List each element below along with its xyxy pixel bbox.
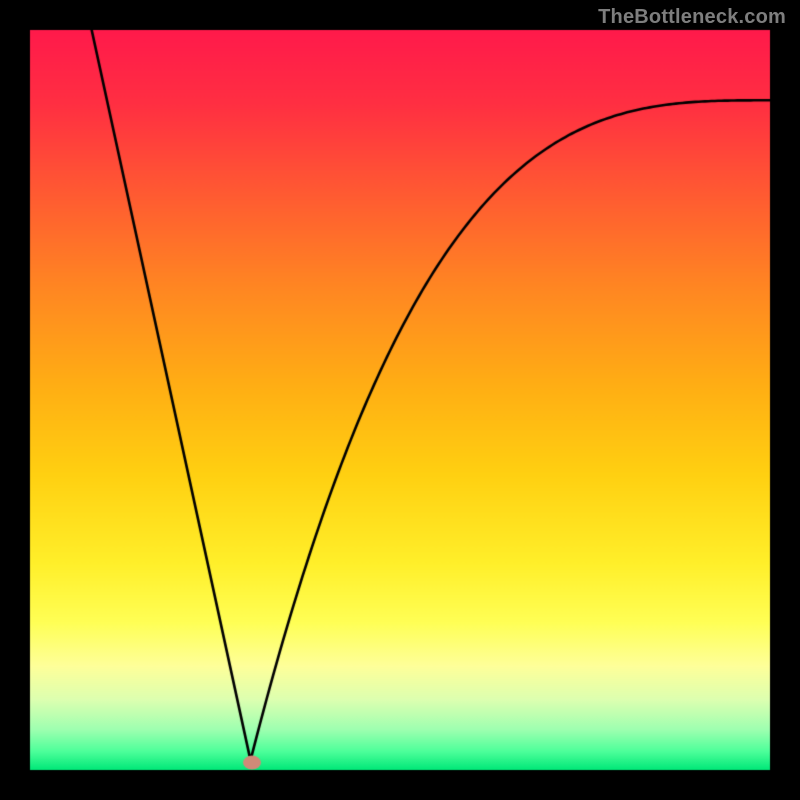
chart-canvas — [0, 0, 800, 800]
chart-stage: TheBottleneck.com — [0, 0, 800, 800]
watermark-label: TheBottleneck.com — [598, 6, 786, 29]
